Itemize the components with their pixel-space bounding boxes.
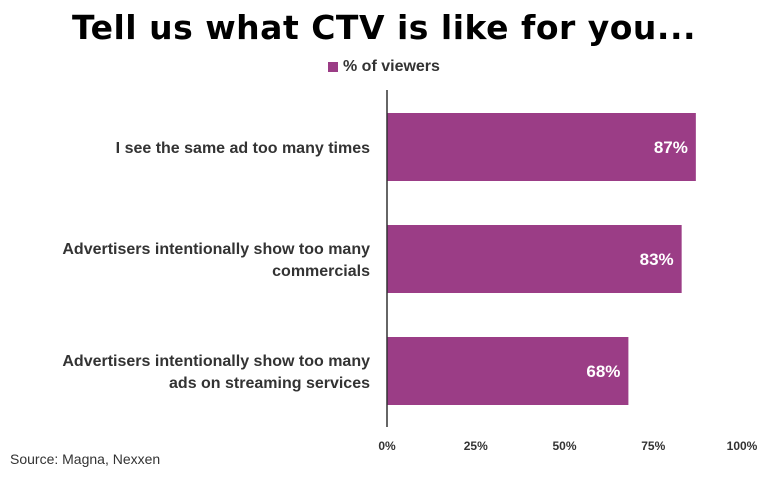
category-label: Advertisers intentionally show too many <box>62 353 370 370</box>
bar <box>387 113 696 181</box>
data-label: 87% <box>654 138 688 157</box>
source-note: Source: Magna, Nexxen <box>10 451 161 467</box>
x-tick-label: 25% <box>464 439 488 453</box>
x-tick-label: 100% <box>727 439 758 453</box>
category-label: Advertisers intentionally show too many <box>62 241 370 258</box>
legend-label: % of viewers <box>343 58 440 75</box>
bar <box>387 225 682 293</box>
x-tick-label: 75% <box>641 439 665 453</box>
bar <box>387 337 629 405</box>
legend: % of viewers <box>328 58 440 76</box>
category-label: ads on streaming services <box>169 375 370 392</box>
legend-swatch <box>328 62 338 72</box>
x-tick-label: 50% <box>552 439 576 453</box>
data-label: 68% <box>586 362 620 381</box>
data-label: 83% <box>640 250 674 269</box>
x-tick-label: 0% <box>378 439 396 453</box>
category-label: commercials <box>272 263 370 280</box>
chart-title: Tell us what CTV is like for you... <box>71 8 697 47</box>
category-label: I see the same ad too many times <box>116 140 370 157</box>
